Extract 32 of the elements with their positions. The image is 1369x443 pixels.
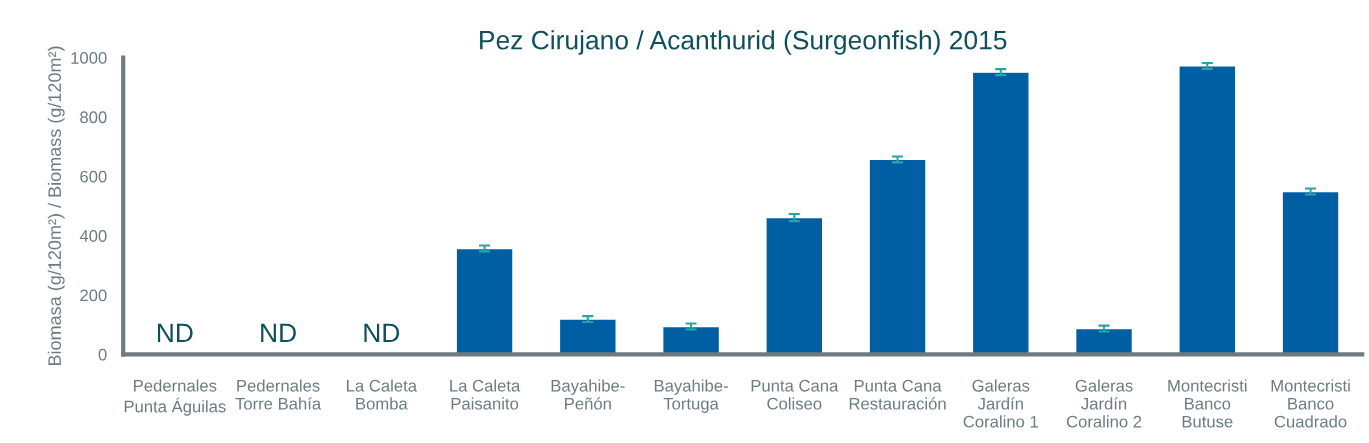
annotation: ND: [157, 323, 193, 342]
y-tick-label: 600: [80, 170, 107, 183]
bar: [1281, 190, 1340, 355]
bar: [1178, 65, 1237, 355]
x-tick-label: La Caleta Bomba: [347, 379, 417, 410]
x-tick-label: Pedernales Torre Bahía: [235, 379, 322, 410]
x-tick-label: Galeras Jardín Coralino 2: [1066, 379, 1142, 428]
y-tick-label: 1000: [71, 51, 107, 64]
bar: [455, 247, 514, 355]
x-tick-label: La Caleta Paisanito: [450, 379, 521, 410]
bar: [661, 325, 721, 355]
chart-title: Pez Cirujano / Acanthurid (Surgeonfish) 2015: [480, 30, 1007, 55]
y-tick-label: 200: [80, 289, 107, 302]
annotation: ND: [364, 323, 400, 342]
annotation: ND: [261, 323, 296, 342]
x-tick-label: Montecristi Banco Butuse: [1168, 379, 1247, 428]
y-tick-label: 0: [98, 348, 107, 361]
x-tick-label: Pedernales Punta Águilas: [124, 379, 226, 416]
x-tick-label: Montecristi Banco Cuadrado: [1271, 379, 1350, 428]
bar: [971, 71, 1030, 355]
bar: [868, 158, 927, 355]
bar: [558, 318, 617, 355]
x-tick-label: Punta Cana Restauración: [849, 379, 946, 410]
x-tick-label: Bayahibe- Tortuga: [654, 379, 728, 413]
bar: [765, 216, 824, 355]
y-tick-label: 800: [80, 111, 107, 124]
x-tick-label: Punta Cana Coliseo: [751, 379, 839, 410]
x-tick-label: Galeras Jardín Coralino 1: [963, 379, 1038, 428]
bar: [1074, 327, 1134, 355]
x-tick-label: Bayahibe- Peñón: [551, 379, 625, 410]
y-tick-label: 400: [79, 230, 107, 242]
y-axis-title: Biomasa (g/120m²) / Biomass (g/120m²): [47, 46, 65, 366]
